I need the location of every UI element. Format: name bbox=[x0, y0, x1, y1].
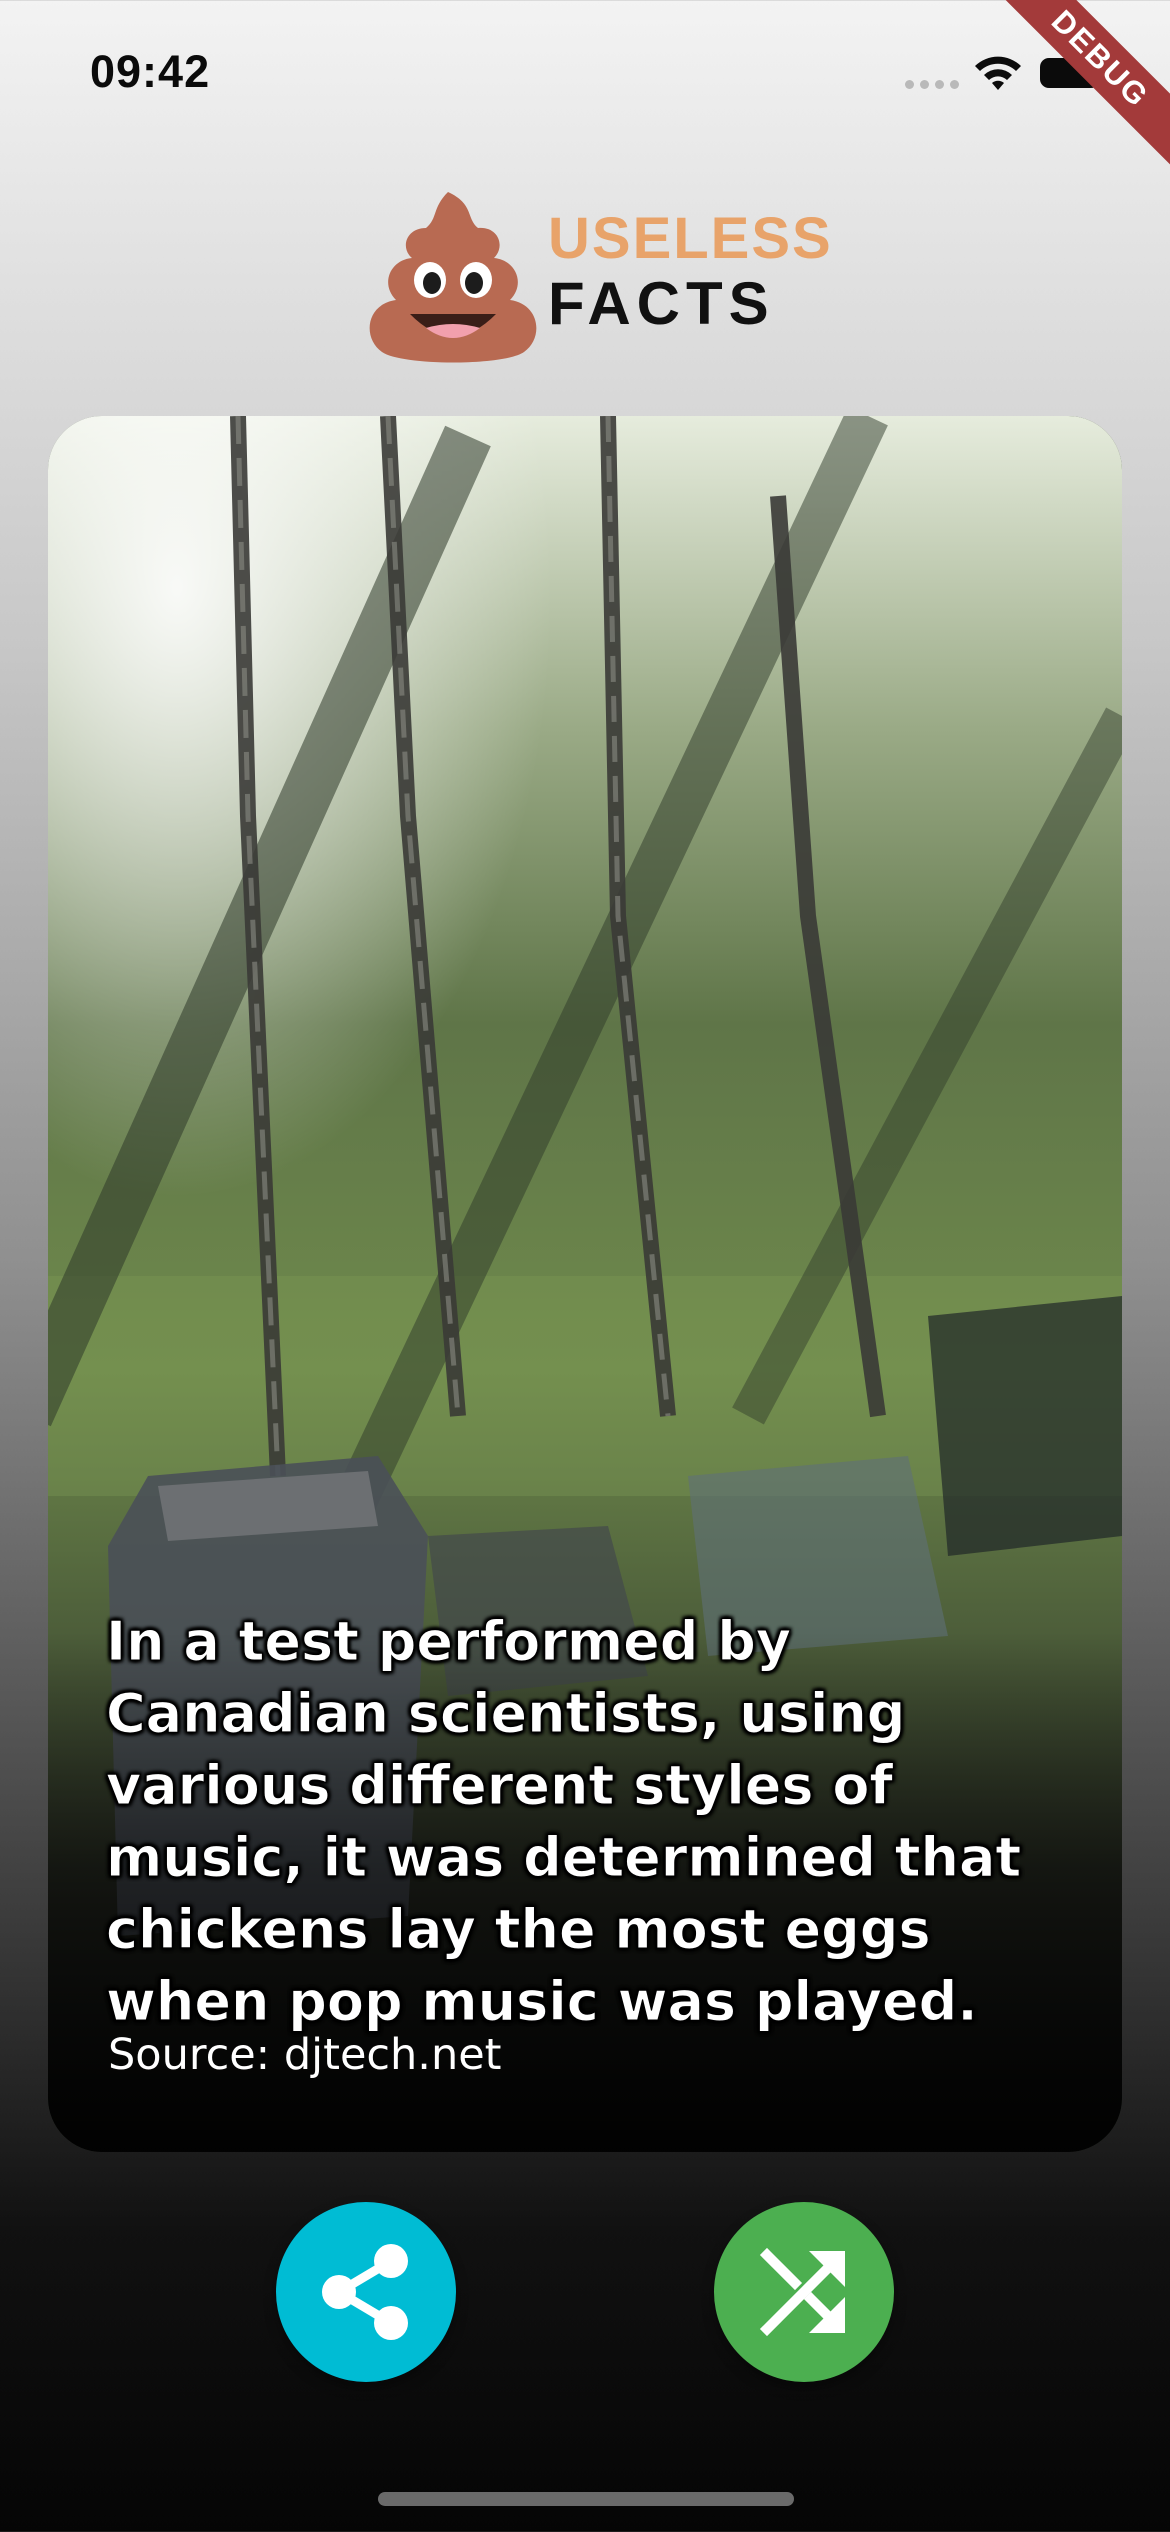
cellular-signal-icon bbox=[905, 80, 959, 89]
app-logo-text: USELESS FACTS bbox=[548, 210, 833, 334]
logo-facts-text: FACTS bbox=[548, 274, 833, 334]
wifi-icon bbox=[970, 50, 1026, 94]
fact-card: In a test performed by Canadian scientis… bbox=[48, 416, 1122, 2152]
fact-source[interactable]: Source: djtech.net bbox=[108, 2030, 502, 2080]
poop-emoji-icon bbox=[362, 188, 544, 368]
shuffle-icon bbox=[749, 2237, 859, 2347]
home-indicator[interactable] bbox=[378, 2492, 794, 2506]
shuffle-button[interactable] bbox=[714, 2202, 894, 2382]
fact-text: In a test performed by Canadian scientis… bbox=[106, 1606, 1062, 2038]
logo-useless-text: USELESS bbox=[548, 210, 833, 268]
share-button[interactable] bbox=[276, 2202, 456, 2382]
share-icon bbox=[311, 2237, 421, 2347]
status-bar-time: 09:42 bbox=[90, 46, 210, 98]
